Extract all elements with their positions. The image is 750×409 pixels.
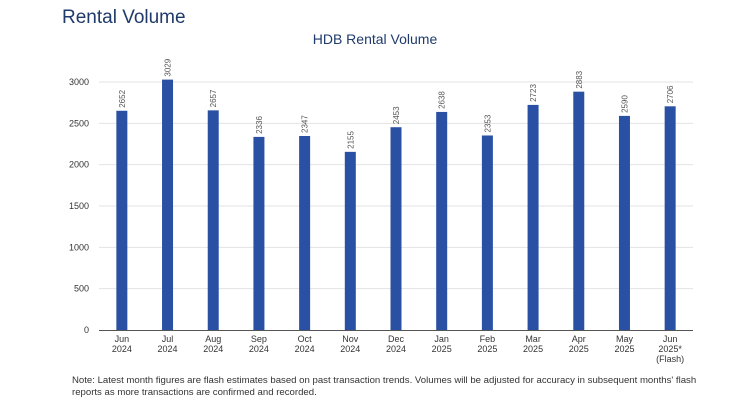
data-label: 2652 [118,89,127,107]
data-label: 2353 [483,114,492,132]
x-tick-label: Jul 2024 [158,334,178,354]
x-tick-label: Jun 2025* (Flash) [656,334,684,364]
bar [344,151,356,330]
bar-chart: 2652 3029 2657 2336 2347 2155 2453 2638 2353 2723… [69,58,693,364]
bar [162,79,174,331]
x-axis-ticks: Jun 2024 Jul 2024 Aug 2024 Sep 2024 Oct 2024 Nov 20… [112,334,684,364]
data-label: 2336 [255,116,264,134]
data-label: 2638 [438,91,447,109]
data-label: 2723 [529,84,538,102]
bar [527,104,539,330]
data-label: 2706 [666,85,675,103]
x-tick-label: Dec 2024 [386,334,406,354]
y-tick-label: 2500 [69,118,89,128]
chart-title: HDB Rental Volume [312,31,438,47]
x-tick-label: Jan 2025 [432,334,452,354]
bar [481,135,493,330]
bar [253,136,265,330]
x-tick-label: Apr 2025 [569,334,589,354]
x-tick-label: Mar 2025 [523,334,543,354]
data-label: 3029 [164,58,173,76]
data-label: 2657 [209,89,218,107]
footnote: Note: Latest month figures are flash est… [72,375,697,398]
x-tick-label: Nov 2024 [340,334,360,354]
data-label: 2883 [575,70,584,88]
page-title: Rental Volume [62,7,186,28]
bar [390,127,402,331]
bar [207,110,219,330]
bars [116,79,676,331]
y-tick-label: 3000 [69,77,89,87]
x-tick-label: Oct 2024 [295,334,315,354]
x-tick-label: Feb 2025 [477,334,497,354]
y-axis-ticks: 0 500 1000 1500 2000 2500 3000 [69,77,89,335]
x-tick-label: May 2025 [614,334,634,354]
bar [618,115,630,330]
y-tick-label: 0 [84,325,89,335]
data-label: 2347 [301,115,310,133]
x-tick-label: Aug 2024 [203,334,223,354]
y-tick-label: 1000 [69,242,89,252]
x-tick-label: Jun 2024 [112,334,132,354]
y-tick-label: 500 [74,284,89,294]
bar [664,106,676,330]
bar [436,111,448,331]
x-tick-label: Sep 2024 [249,334,269,354]
bar [299,135,311,330]
bar [116,110,128,330]
y-tick-label: 2000 [69,160,89,170]
data-label: 2453 [392,106,401,124]
bar [573,91,585,330]
data-label: 2155 [346,131,355,149]
y-tick-label: 1500 [69,201,89,211]
data-label: 2590 [620,95,629,113]
data-labels: 2652 3029 2657 2336 2347 2155 2453 2638 2353 2723… [118,58,675,149]
